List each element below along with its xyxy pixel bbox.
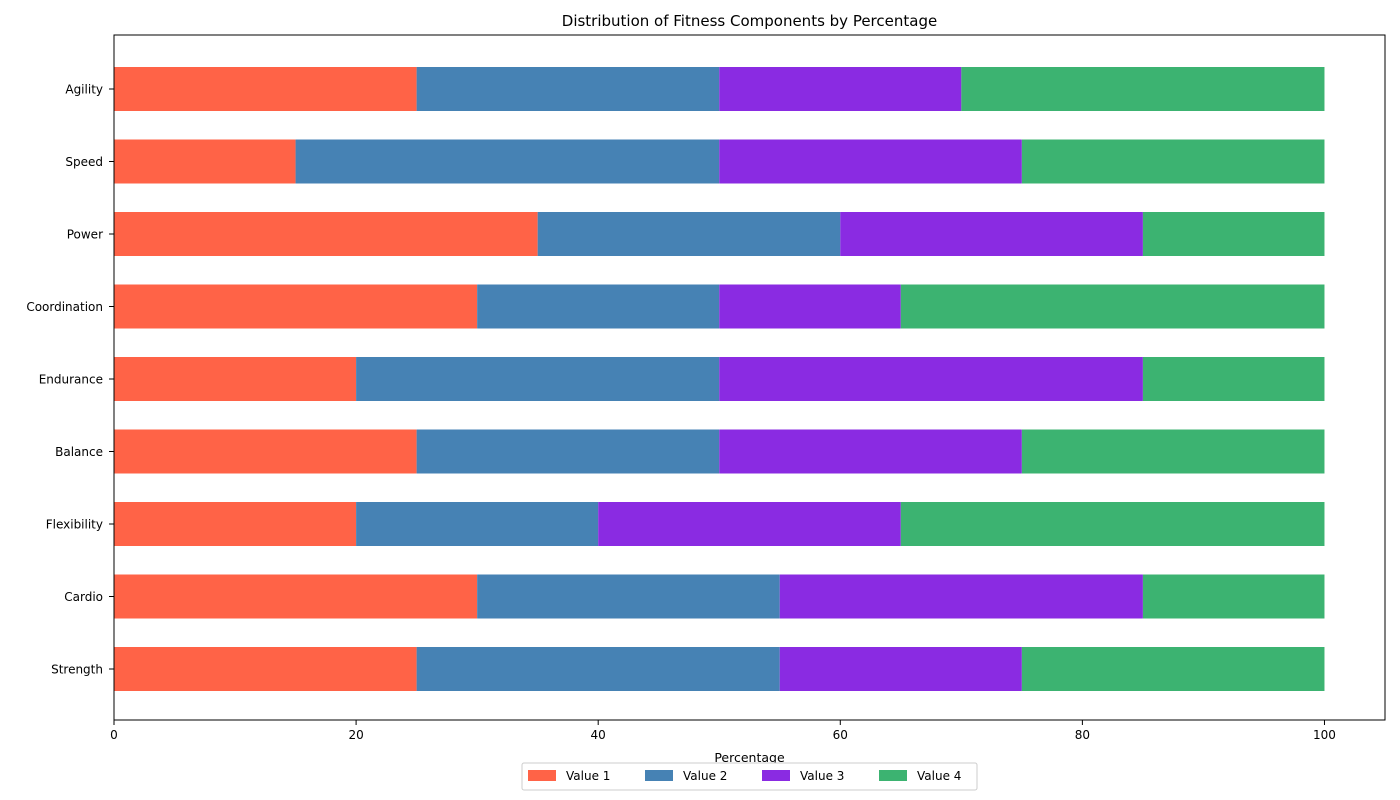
bar-cardio-series-2 <box>477 574 780 619</box>
bar-balance-series-2 <box>416 429 720 474</box>
bar-strength-series-1 <box>114 647 417 691</box>
bar-power-series-4 <box>1142 212 1325 256</box>
bar-coordination-series-1 <box>114 284 478 329</box>
legend-swatch-series-1 <box>528 770 556 781</box>
legend: Value 1 Value 2 Value 3 Value 4 <box>521 762 978 791</box>
y-tick-label-cardio: Cardio <box>64 590 103 604</box>
legend-label-series-3: Value 3 <box>800 769 844 783</box>
legend-label-series-2: Value 2 <box>683 769 727 783</box>
bar-balance-series-1 <box>114 429 417 474</box>
legend-swatch-series-2 <box>645 770 673 781</box>
bar-balance-series-4 <box>1021 429 1325 474</box>
bar-coordination-series-4 <box>900 284 1325 329</box>
bar-agility-series-1 <box>114 67 417 111</box>
bar-speed-series-4 <box>1021 139 1325 184</box>
x-ticks-group: 0 20 40 60 80 100 <box>110 720 1336 742</box>
y-tick-label-endurance: Endurance <box>39 373 103 387</box>
bar-cardio-series-3 <box>779 574 1143 619</box>
y-tick-label-flexibility: Flexibility <box>46 518 103 532</box>
plot-frame <box>113 34 1386 721</box>
bar-power-series-2 <box>537 212 841 256</box>
bar-strength-series-2 <box>416 647 780 691</box>
x-tick-label: 40 <box>591 728 606 742</box>
y-tick-label-agility: Agility <box>65 83 103 97</box>
x-tick-label: 60 <box>833 728 848 742</box>
x-tick-label: 80 <box>1075 728 1090 742</box>
bar-agility-series-3 <box>719 67 962 111</box>
legend-label-series-1: Value 1 <box>566 769 610 783</box>
x-tick-label: 20 <box>348 728 363 742</box>
bar-speed-series-3 <box>719 139 1022 184</box>
x-axis-label: Percentage <box>714 750 785 765</box>
legend-box <box>521 762 978 791</box>
bars-group <box>114 67 1325 691</box>
y-tick-label-strength: Strength <box>51 663 103 677</box>
legend-swatch-series-4 <box>879 770 907 781</box>
bar-coordination-series-3 <box>719 284 901 329</box>
y-tick-label-coordination: Coordination <box>26 300 103 314</box>
bar-flexibility-series-1 <box>114 502 357 546</box>
y-tick-label-speed: Speed <box>65 155 103 169</box>
legend-label-series-4: Value 4 <box>917 769 961 783</box>
bar-flexibility-series-4 <box>900 502 1325 546</box>
bar-strength-series-3 <box>779 647 1022 691</box>
y-tick-label-balance: Balance <box>55 445 103 459</box>
chart-title: Distribution of Fitness Components by Pe… <box>562 12 937 30</box>
bar-endurance-series-1 <box>114 357 357 401</box>
legend-swatch-series-3 <box>762 770 790 781</box>
bar-flexibility-series-3 <box>598 502 901 546</box>
bar-strength-series-4 <box>1021 647 1325 691</box>
bar-power-series-3 <box>840 212 1143 256</box>
bar-endurance-series-4 <box>1142 357 1325 401</box>
bar-endurance-series-2 <box>356 357 720 401</box>
bar-cardio-series-1 <box>114 574 478 619</box>
bar-coordination-series-2 <box>477 284 720 329</box>
bar-agility-series-2 <box>416 67 720 111</box>
axes-group <box>113 34 1386 721</box>
bar-balance-series-3 <box>719 429 1022 474</box>
y-ticks-group: Strength Cardio Flexibility Balance Enduranc… <box>26 83 114 677</box>
bar-speed-series-1 <box>114 139 296 184</box>
bar-power-series-1 <box>114 212 538 256</box>
bar-flexibility-series-2 <box>356 502 599 546</box>
bar-speed-series-2 <box>295 139 720 184</box>
x-tick-label: 0 <box>110 728 118 742</box>
x-tick-label: 100 <box>1313 728 1336 742</box>
bar-endurance-series-3 <box>719 357 1143 401</box>
bar-cardio-series-4 <box>1142 574 1325 619</box>
y-tick-label-power: Power <box>67 228 103 242</box>
bar-agility-series-4 <box>961 67 1325 111</box>
